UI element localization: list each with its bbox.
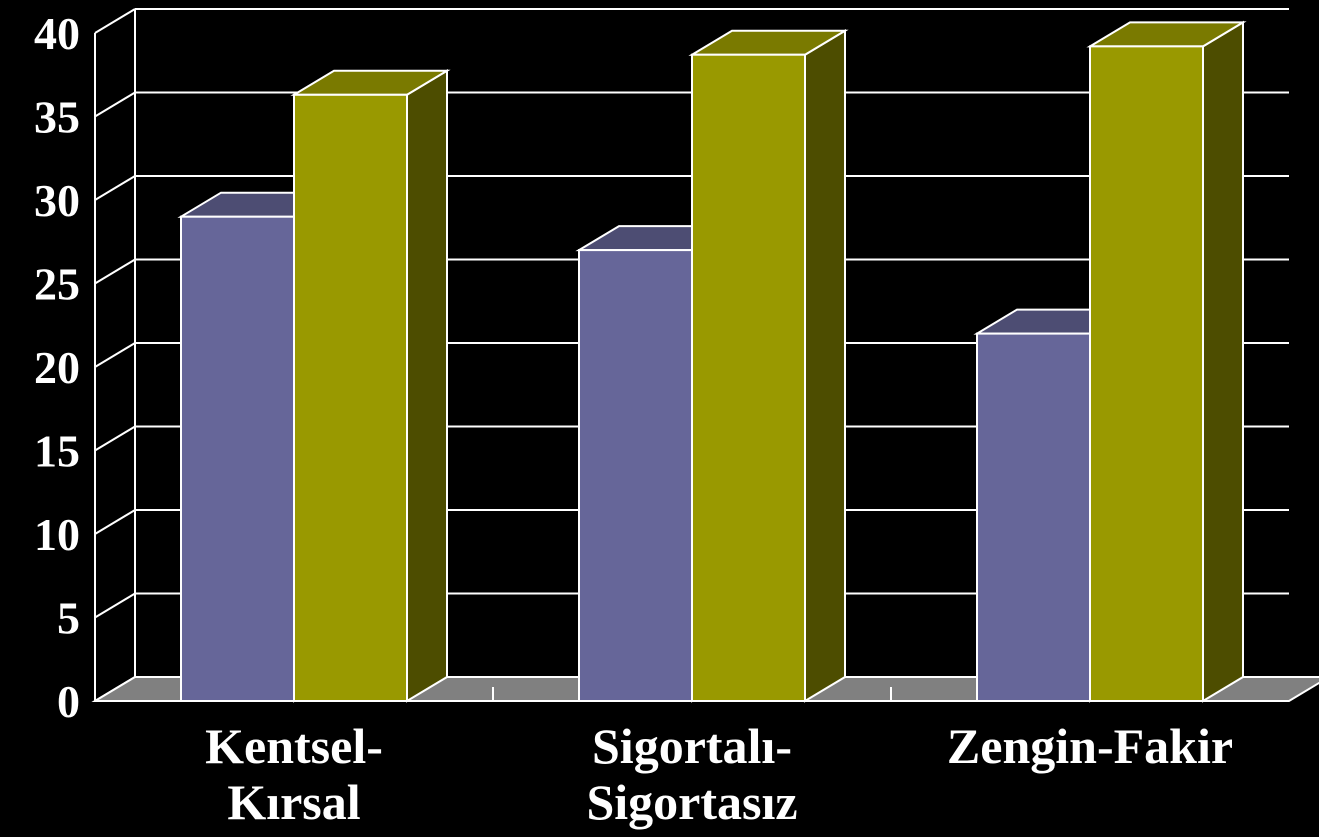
bar-side — [804, 28, 846, 703]
y-tick-label: 0 — [57, 676, 80, 727]
bar — [976, 332, 1091, 702]
gridline-diagonal — [94, 175, 136, 201]
bar — [293, 93, 408, 703]
gridline-diagonal — [94, 509, 136, 535]
y-tick-label: 40 — [34, 8, 80, 59]
y-tick-label: 20 — [34, 342, 80, 393]
bar — [578, 249, 693, 702]
bar-side — [1202, 20, 1244, 703]
y-tick-label: 25 — [34, 259, 80, 310]
y-tick-label: 35 — [34, 92, 80, 143]
gridline-diagonal — [94, 258, 136, 285]
bar — [180, 215, 295, 702]
x-category-label: Zengin-Fakir — [947, 718, 1233, 774]
y-tick-label: 15 — [34, 426, 80, 477]
gridline-diagonal — [94, 8, 136, 34]
gridline-diagonal — [94, 425, 136, 452]
x-category-label: Sigortalı- — [592, 718, 792, 774]
bar — [691, 53, 806, 702]
gridline-diagonal — [94, 592, 136, 619]
x-category-label: Sigortasız — [586, 774, 797, 830]
x-category-label: Kırsal — [227, 774, 360, 830]
gridline-diagonal — [94, 342, 136, 368]
y-tick-label: 5 — [57, 593, 80, 644]
bar-side — [406, 69, 448, 703]
y-tick-label: 10 — [34, 509, 80, 560]
y-tick-label: 30 — [34, 175, 80, 226]
bar — [1089, 45, 1204, 703]
gridline-diagonal — [94, 91, 136, 118]
x-category-label: Kentsel- — [205, 718, 383, 774]
